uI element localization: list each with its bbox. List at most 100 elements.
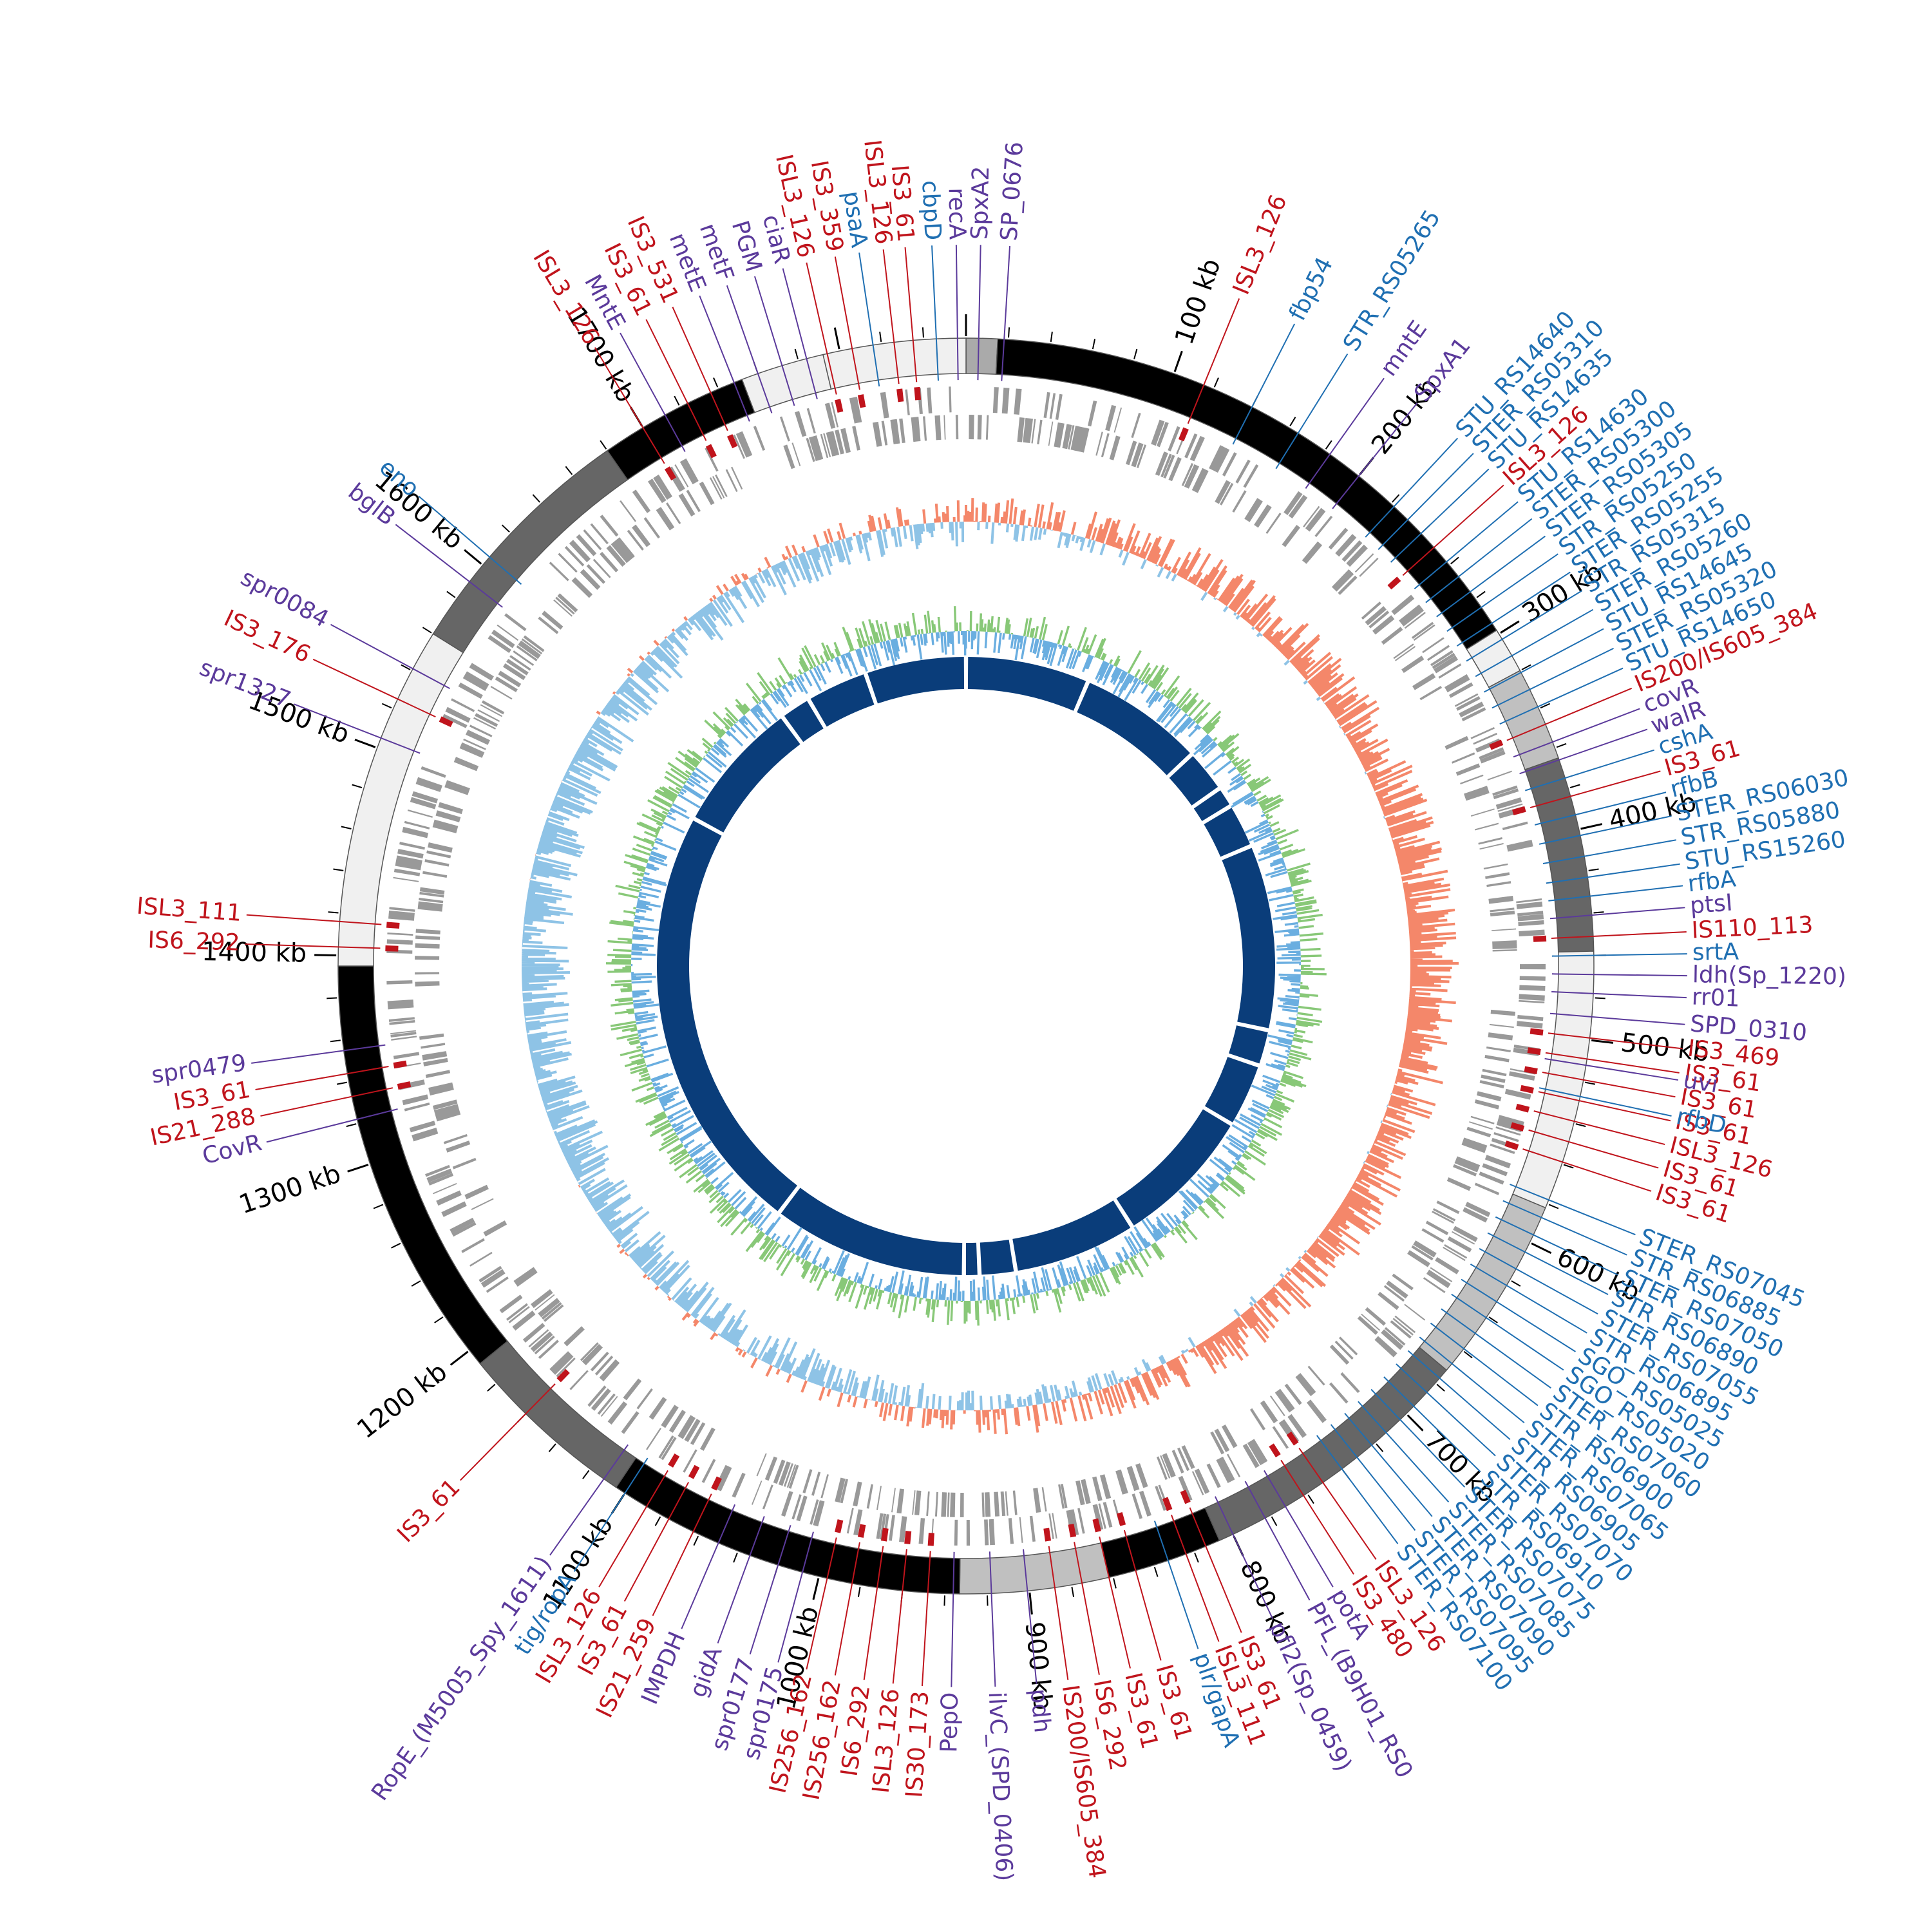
leader-line	[834, 256, 860, 390]
scale-tick	[1584, 1081, 1596, 1085]
leader-line	[1492, 647, 1614, 709]
is-marker	[1533, 935, 1547, 942]
gc-skew-negative	[630, 630, 1301, 1301]
inner-block	[966, 1242, 978, 1275]
scale-tick	[1450, 556, 1459, 565]
leader-line	[1446, 553, 1558, 632]
scale-tick	[548, 1443, 556, 1452]
scale-tick	[333, 868, 344, 871]
leader-line	[681, 1504, 736, 1629]
leader-line	[1214, 1496, 1274, 1620]
gene-label: pdh	[1025, 1687, 1056, 1734]
scale-tick	[532, 494, 540, 503]
scale-tick	[833, 327, 840, 350]
leader-line	[255, 1066, 389, 1090]
leader-line	[1546, 863, 1680, 884]
leader-line	[1479, 1248, 1598, 1315]
inner-block-ring	[657, 657, 1275, 1275]
scale-tick	[1436, 1383, 1445, 1392]
leader-line	[863, 1546, 884, 1680]
inner-block	[867, 657, 965, 704]
is-marker	[1117, 1511, 1126, 1526]
scale-tick	[434, 1316, 444, 1323]
scale-tick	[812, 1578, 820, 1600]
is-marker	[1162, 1497, 1173, 1511]
gene-label: uvi	[1681, 1067, 1720, 1099]
is-marker	[880, 1528, 889, 1542]
leader-line	[989, 1551, 996, 1687]
is-marker	[1269, 1443, 1281, 1458]
leader-line	[1487, 1232, 1609, 1296]
backbone-segment	[741, 354, 832, 413]
leader-line	[955, 245, 959, 381]
leader-line	[1383, 1376, 1481, 1472]
leader-line	[1425, 518, 1533, 603]
scale-tick	[1556, 743, 1567, 748]
leader-line	[1402, 484, 1504, 576]
leader-line	[904, 247, 918, 383]
scale-tick	[713, 377, 719, 388]
leader-line	[260, 1087, 393, 1117]
leader-line	[1365, 437, 1459, 538]
leader-line	[245, 943, 381, 949]
scale-tick	[654, 1516, 661, 1526]
scale-tick	[1595, 997, 1605, 999]
scale-tick	[1548, 1204, 1559, 1209]
leader-line	[1475, 609, 1594, 677]
gene-label: IS3_61	[392, 1474, 465, 1548]
leader-line	[251, 1044, 386, 1064]
leader-line	[1533, 1110, 1665, 1146]
is-marker	[1520, 1084, 1534, 1094]
inner-block	[1229, 1025, 1268, 1064]
is-marker	[386, 922, 400, 929]
is-marker	[1387, 576, 1401, 590]
scale-tick	[674, 395, 680, 406]
scale-tick	[1071, 1586, 1075, 1598]
gene-label: IS6_292	[147, 927, 240, 956]
scale-tick	[1563, 1164, 1574, 1169]
leader-line	[1548, 885, 1683, 902]
scale-tick	[693, 1535, 699, 1546]
gene-label: recA	[943, 187, 971, 240]
is-marker	[397, 1081, 412, 1090]
scale-tick	[446, 591, 456, 598]
leader-line	[1370, 1388, 1466, 1488]
is-marker	[1527, 1047, 1541, 1056]
scale-tick	[600, 440, 607, 450]
scale-tick	[1153, 1566, 1159, 1577]
leader-line	[598, 1470, 668, 1587]
leader-line	[418, 495, 522, 585]
scale-tick	[327, 997, 337, 999]
scale-tick	[401, 664, 411, 670]
leader-line	[1305, 377, 1385, 489]
scale-tick	[1028, 1592, 1033, 1615]
leader-line	[1522, 1148, 1652, 1192]
scale-tick	[1488, 1316, 1498, 1323]
inner-block	[695, 718, 800, 833]
scale-tick	[336, 1081, 348, 1085]
leader-line	[1544, 1057, 1679, 1081]
inner-block	[781, 1188, 963, 1275]
scale-tick	[1406, 1414, 1424, 1432]
is-marker	[668, 1454, 680, 1468]
leader-line	[1451, 1293, 1564, 1371]
leader-line	[782, 268, 818, 400]
leader-line	[1332, 402, 1418, 509]
is-marker	[857, 1524, 866, 1538]
leader-line	[1330, 1424, 1416, 1531]
leader-line	[1001, 246, 1011, 381]
scale-tick	[1593, 911, 1604, 914]
leader-line	[1123, 1530, 1162, 1661]
scale-tick-label: 1300 kb	[236, 1159, 345, 1220]
gene-label: IS30_173	[901, 1690, 934, 1799]
scale-tick	[411, 1280, 421, 1287]
scale-tick-label: 1200 kb	[352, 1357, 453, 1444]
gene-label: fbp54	[1284, 253, 1338, 325]
inner-block	[967, 657, 1086, 711]
scale-tick	[987, 1595, 989, 1606]
leader-line	[1390, 468, 1490, 563]
leader-line	[1470, 1264, 1587, 1334]
scale-tick	[487, 1383, 496, 1392]
leader-line	[312, 658, 436, 718]
gene-label: gidA	[685, 1643, 728, 1701]
